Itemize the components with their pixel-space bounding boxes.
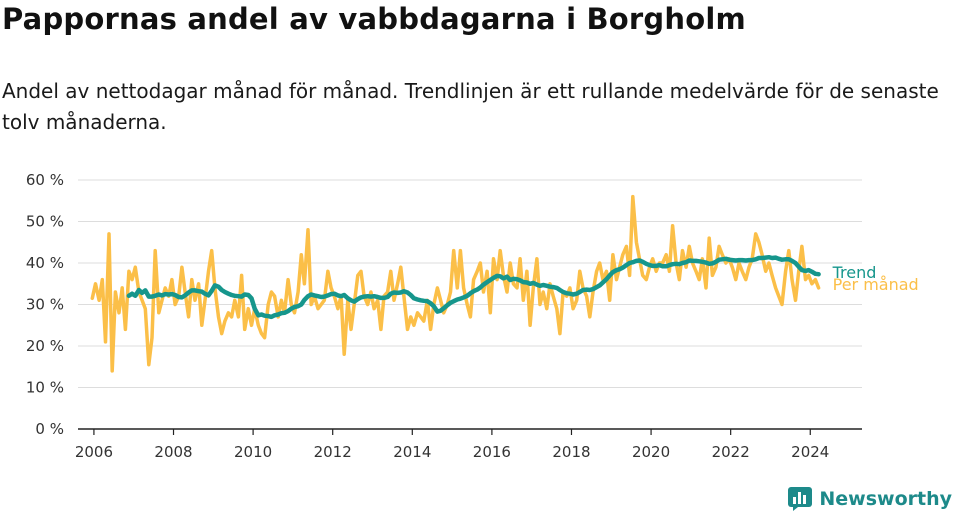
bar-chart-logo-icon (788, 487, 813, 511)
line-chart: 0 % 10 % 20 % 30 % 40 % 50 % 60 % 2006 2008 2010… (26, 171, 919, 461)
brand-logo[interactable]: Newsworthy (787, 486, 952, 512)
series-lines (90, 194, 821, 373)
x-tick-label: 2024 (791, 443, 829, 461)
x-tick-label: 2012 (314, 443, 352, 461)
series-line-trend (126, 254, 821, 320)
y-tick-label: 50 % (26, 213, 64, 231)
y-tick-label: 20 % (26, 337, 64, 355)
x-tick-label: 2020 (632, 443, 670, 461)
chart-subtitle: Andel av nettodagar månad för månad. Tre… (2, 79, 939, 134)
x-tick-label: 2008 (154, 443, 192, 461)
y-tick-label: 0 % (35, 420, 64, 438)
series-line-per-manad (90, 194, 821, 373)
legend-label-trend: Trend (832, 263, 877, 282)
x-tick-label: 2016 (473, 443, 511, 461)
y-tick-label: 60 % (26, 171, 64, 189)
x-tick-label: 2006 (75, 443, 113, 461)
legend-label-per-manad: Per månad (833, 275, 919, 294)
x-tick-label: 2022 (712, 443, 750, 461)
y-tick-label: 30 % (26, 296, 64, 314)
x-tick-label: 2018 (552, 443, 590, 461)
x-tick-label: 2010 (234, 443, 272, 461)
y-tick-label: 40 % (26, 254, 64, 272)
brand-name: Newsworthy (819, 488, 952, 510)
chart-title: Pappornas andel av vabbdagarna i Borghol… (2, 2, 746, 36)
x-axis-ticks: 2006 2008 2010 2012 2014 2016 2018 2020 2022 2024 (75, 429, 829, 461)
y-axis-ticks: 0 % 10 % 20 % 30 % 40 % 50 % 60 % (26, 171, 64, 438)
x-tick-label: 2014 (393, 443, 431, 461)
y-tick-label: 10 % (26, 379, 64, 397)
